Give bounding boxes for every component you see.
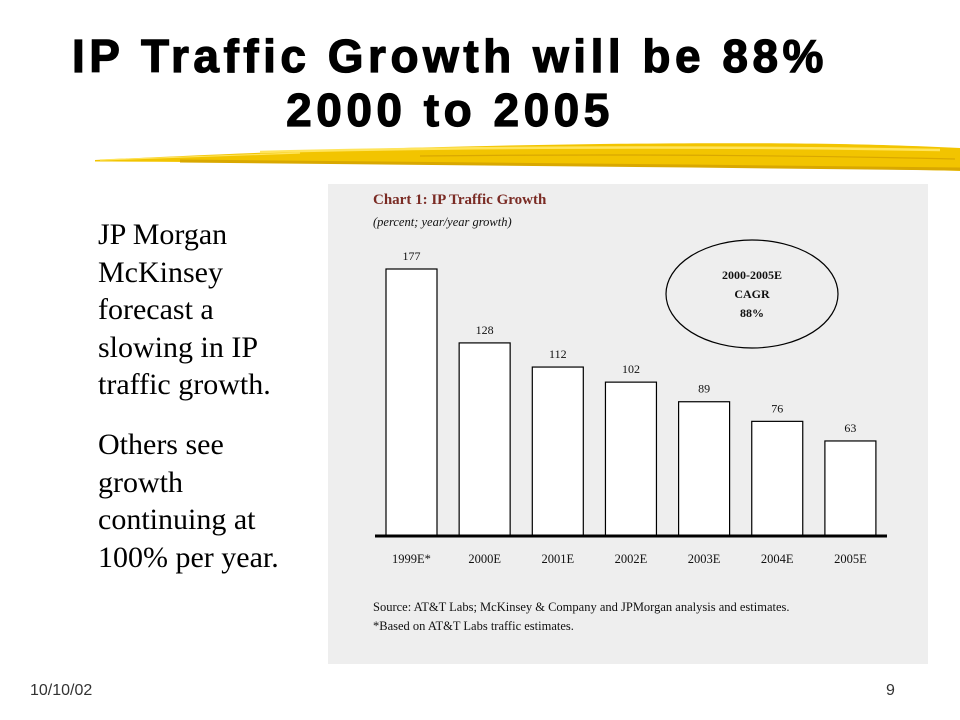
chart-title: Chart 1: IP Traffic Growth xyxy=(373,192,547,208)
cagr-label: CAGR xyxy=(734,287,770,301)
bar-2000e xyxy=(458,342,511,537)
bar-2004e xyxy=(751,420,804,537)
bar-2001e xyxy=(531,366,584,537)
title-line-2: 2000 to 2005 xyxy=(286,83,614,136)
yellow-brush-stroke xyxy=(95,143,960,171)
body-line: slowing in IP xyxy=(98,330,259,364)
body-line: McKinsey xyxy=(98,255,223,289)
category-label: 2003E xyxy=(688,552,721,566)
value-label: 112 xyxy=(549,347,567,361)
body-line: growth xyxy=(98,465,183,499)
bar-chart: Chart 1: IP Traffic Growth (percent; yea… xyxy=(373,192,887,633)
brush-mid-streak xyxy=(419,154,956,160)
paragraph-forecast: JP Morgan McKinsey forecast a slowing in… xyxy=(98,216,318,404)
estimate-footnote: *Based on AT&T Labs traffic estimates. xyxy=(373,619,574,633)
chart-subtitle: (percent; year/year growth) xyxy=(373,215,512,229)
cagr-callout: 2000-2005E CAGR 88% xyxy=(665,239,839,349)
brush-tail-streak xyxy=(99,152,301,161)
bar-2003e xyxy=(678,401,731,537)
value-label: 177 xyxy=(403,249,421,263)
category-label: 2004E xyxy=(761,552,794,566)
value-label: 128 xyxy=(476,323,494,337)
cagr-ellipse xyxy=(665,239,839,349)
body-line: traffic growth. xyxy=(98,368,271,401)
category-label: 2002E xyxy=(615,552,648,566)
value-label: 102 xyxy=(622,362,640,376)
body-text: JP Morgan McKinsey forecast a slowing in… xyxy=(98,216,318,576)
page-number: 9 xyxy=(886,682,895,699)
body-line: JP Morgan xyxy=(98,218,228,251)
value-label: 76 xyxy=(771,401,783,415)
bar-2002e xyxy=(604,381,658,537)
category-label: 2001E xyxy=(541,552,574,566)
brush-highlight-streak xyxy=(259,146,941,154)
brush-body xyxy=(95,143,960,171)
footer-date: 10/10/02 xyxy=(30,682,93,699)
bar-series xyxy=(385,268,877,537)
cagr-value: 88% xyxy=(740,306,764,320)
category-label: 1999E* xyxy=(392,552,431,566)
value-labels: 177 128 112 102 89 76 63 xyxy=(403,249,857,435)
slide-title: IP Traffic Growth will be 88% 2000 to 20… xyxy=(0,29,900,137)
body-line: forecast a xyxy=(98,293,214,326)
bar-1999e xyxy=(385,268,438,537)
bar-2005e xyxy=(824,440,877,537)
category-label: 2005E xyxy=(834,552,867,566)
paragraph-others: Others see growth continuing at 100% per… xyxy=(98,426,318,576)
category-label: 2000E xyxy=(468,552,501,566)
source-note: Source: AT&T Labs; McKinsey & Company an… xyxy=(373,600,790,614)
title-line-1: IP Traffic Growth will be 88% xyxy=(71,29,828,82)
cagr-period: 2000-2005E xyxy=(722,268,782,282)
body-line: Others see xyxy=(98,428,224,461)
brush-shadow-streak xyxy=(179,159,960,171)
chart-panel: Chart 1: IP Traffic Growth (percent; yea… xyxy=(328,184,928,664)
body-line: continuing at xyxy=(98,503,256,536)
category-labels: 1999E* 2000E 2001E 2002E 2003E 2004E 2005E xyxy=(392,552,867,566)
body-line: 100% per year. xyxy=(98,540,279,574)
value-label: 89 xyxy=(698,382,710,396)
value-label: 63 xyxy=(844,421,856,435)
